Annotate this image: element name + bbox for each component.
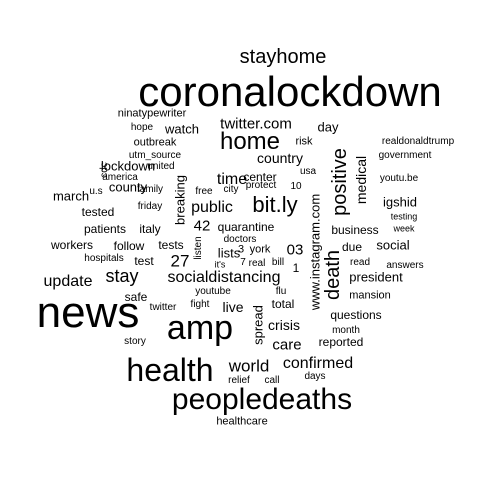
word-twitter: twitter xyxy=(149,302,177,313)
word-crisis: crisis xyxy=(268,317,300,333)
word-www-instagram-com: www.instagram.com xyxy=(307,193,323,311)
word-business: business xyxy=(331,223,379,237)
word-questions: questions xyxy=(330,308,382,322)
word-social: social xyxy=(376,237,410,253)
word-tests: tests xyxy=(158,238,184,252)
word-due: due xyxy=(341,240,363,254)
word-update: update xyxy=(43,273,93,290)
word-public: public xyxy=(191,199,233,216)
word-utm-source: utm_source xyxy=(128,150,182,161)
word-read: read xyxy=(349,257,371,268)
word-flu: flu xyxy=(275,286,287,297)
word-u-s: u.s xyxy=(89,186,103,197)
word-doctors: doctors xyxy=(223,234,257,245)
word-government: government xyxy=(378,150,432,161)
word-reported: reported xyxy=(318,335,364,349)
word-italy: italy xyxy=(139,222,161,236)
word-center: center xyxy=(243,170,277,184)
word-test: test xyxy=(134,254,154,268)
word-workers: workers xyxy=(50,238,94,252)
word-days: days xyxy=(304,371,326,382)
word-youtube: youtube xyxy=(195,286,231,297)
word-fight: fight xyxy=(190,299,210,310)
word-president: president xyxy=(349,269,403,285)
word-home: home xyxy=(219,128,281,155)
word-care: care xyxy=(272,336,302,354)
word-city: city xyxy=(223,184,239,195)
word-death: death xyxy=(322,249,344,301)
word-hope: hope xyxy=(130,122,154,133)
word-socialdistancing: socialdistancing xyxy=(167,269,281,286)
word-7: 7 xyxy=(240,257,246,268)
word-breaking: breaking xyxy=(172,175,188,225)
word-positive: positive xyxy=(329,148,351,216)
word-follow: follow xyxy=(113,239,145,253)
word-friday: friday xyxy=(137,201,163,212)
word-day: day xyxy=(317,119,339,135)
word-march: march xyxy=(52,188,90,204)
word-youtu-be: youtu.be xyxy=(379,173,419,184)
word-united: united xyxy=(147,161,175,172)
word-risk: risk xyxy=(295,135,313,148)
word-outbreak: outbreak xyxy=(133,136,177,149)
word-safe: safe xyxy=(124,290,148,304)
word-healthcare: healthcare xyxy=(216,415,268,428)
word-listen: listen xyxy=(193,236,204,260)
word-patients: patients xyxy=(83,222,127,236)
word-amp: amp xyxy=(166,309,234,347)
word-ninatypewriter: ninatypewriter xyxy=(117,107,187,120)
word-story: story xyxy=(124,336,146,347)
word-cdc: cdc xyxy=(99,162,110,178)
word-quarantine: quarantine xyxy=(217,220,275,234)
word-real: real xyxy=(248,258,266,269)
word-week: week xyxy=(393,223,415,234)
word-1: 1 xyxy=(292,261,300,275)
word-stay: stay xyxy=(105,266,139,286)
word-time: time xyxy=(216,171,248,188)
word-03: 03 xyxy=(286,241,304,259)
word-10: 10 xyxy=(290,181,302,192)
word-answers: answers xyxy=(386,260,424,271)
word-stayhome: stayhome xyxy=(239,46,327,68)
word-realdonaldtrump: realdonaldtrump xyxy=(381,136,455,147)
word-usa: usa xyxy=(299,166,317,177)
word-news: news xyxy=(36,288,140,337)
word-county: county xyxy=(108,179,148,195)
word-york: york xyxy=(249,243,271,256)
word-coronalockdown: coronalockdown xyxy=(138,68,442,115)
word-lockdown: lockdown xyxy=(100,158,156,174)
word-free: free xyxy=(195,186,213,197)
word-testing: testing xyxy=(390,211,418,222)
word-peopledeaths: peopledeaths xyxy=(171,383,353,416)
word-country: country xyxy=(257,150,303,166)
word-bit-ly: bit.ly xyxy=(252,192,298,217)
word-family: family xyxy=(136,184,164,195)
word-mansion: mansion xyxy=(349,289,391,302)
word-health: health xyxy=(126,352,214,388)
word-protect: protect xyxy=(245,180,277,191)
word-medical: medical xyxy=(353,155,369,205)
word-world: world xyxy=(228,356,270,376)
word-hospitals: hospitals xyxy=(84,253,124,264)
word-42: 42 xyxy=(193,217,211,235)
word-bill: bill xyxy=(271,257,285,268)
word-twitter-com: twitter.com xyxy=(220,115,292,133)
word-spread: spread xyxy=(250,305,266,345)
word-tested: tested xyxy=(81,205,115,219)
word-watch: watch xyxy=(165,121,199,137)
word-3: 3 xyxy=(237,243,245,256)
word-month: month xyxy=(332,325,360,336)
word-america: america xyxy=(102,172,138,183)
word-relief: relief xyxy=(228,375,250,386)
word-igshid: igshid xyxy=(383,194,417,210)
word-call: call xyxy=(264,375,280,386)
word-it-s: it's xyxy=(214,259,226,270)
word-confirmed: confirmed xyxy=(282,355,354,372)
word-total: total xyxy=(271,297,295,311)
word-live: live xyxy=(222,299,244,315)
word-27: 27 xyxy=(170,251,190,271)
word-lists: lists xyxy=(217,245,241,261)
